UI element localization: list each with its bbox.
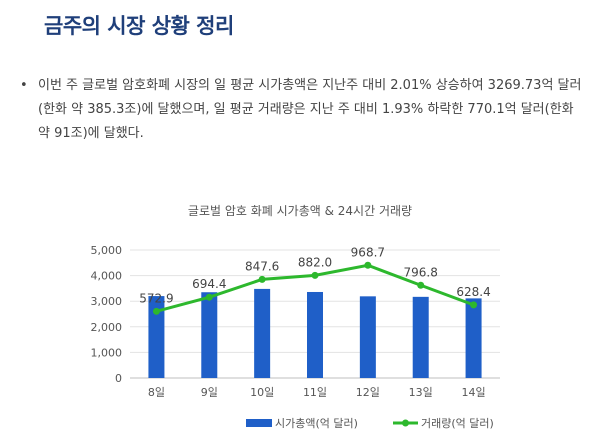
data-label: 694.4 xyxy=(192,277,226,291)
y-tick-label: 5,000 xyxy=(91,244,123,257)
bar xyxy=(412,296,429,378)
x-tick-label: 8일 xyxy=(148,385,165,399)
summary-text: 이번 주 글로벌 암호화폐 시장의 일 평균 시가총액은 지난주 대비 2.01… xyxy=(38,78,582,141)
bullet-icon: • xyxy=(20,78,28,93)
data-label: 628.4 xyxy=(456,285,490,299)
y-axis-ticks: 0 1,000 2,000 3,000 4,000 5,000 xyxy=(91,244,123,385)
bar xyxy=(148,296,165,378)
bar xyxy=(254,288,271,378)
bar-series xyxy=(148,288,482,378)
data-label: 796.8 xyxy=(404,265,438,279)
x-tick-label: 12일 xyxy=(356,385,380,399)
line-point xyxy=(152,307,160,315)
x-tick-label: 14일 xyxy=(462,385,486,399)
x-tick-label: 9일 xyxy=(201,385,218,399)
chart-title: 글로벌 암호 화폐 시가총액 & 24시간 거래량 xyxy=(187,204,413,218)
line-point xyxy=(470,301,478,309)
data-label: 847.6 xyxy=(245,259,279,273)
y-tick-label: 0 xyxy=(115,372,122,385)
y-tick-label: 1,000 xyxy=(91,346,123,359)
y-tick-label: 3,000 xyxy=(91,295,123,308)
line-point xyxy=(258,275,266,283)
legend-marker-line xyxy=(402,419,409,427)
x-tick-label: 10일 xyxy=(250,385,274,399)
legend-label-line: 거래량(억 달러) xyxy=(421,417,494,430)
data-label: 968.7 xyxy=(351,245,385,259)
bar xyxy=(307,291,323,378)
y-tick-label: 2,000 xyxy=(91,321,123,334)
line-point xyxy=(205,293,213,301)
line-point xyxy=(311,271,319,279)
line-point xyxy=(417,281,425,289)
page-title: 금주의 시장 상황 정리 xyxy=(44,14,234,38)
bar xyxy=(465,298,482,378)
y-tick-label: 4,000 xyxy=(91,270,123,283)
legend-swatch-bar xyxy=(246,419,272,427)
line-series: 572.9 694.4 847.6 882.0 968.7 796.8 628.4 xyxy=(139,245,491,315)
data-label: 882.0 xyxy=(298,255,332,269)
x-tick-label: 13일 xyxy=(409,385,433,399)
summary-paragraph: • 이번 주 글로벌 암호화폐 시장의 일 평균 시가총액은 지난주 대비 2.… xyxy=(20,74,582,146)
chart-legend: 시가총액(억 달러) 거래량(억 달러) xyxy=(246,417,494,430)
bar xyxy=(359,296,376,378)
legend-label-bar: 시가총액(억 달러) xyxy=(275,417,358,430)
data-label: 572.9 xyxy=(139,291,173,305)
bar xyxy=(201,292,218,378)
x-tick-label: 11일 xyxy=(303,385,327,399)
x-axis-ticks: 8일 9일 10일 11일 12일 13일 14일 xyxy=(148,385,486,399)
line-point xyxy=(364,261,372,269)
